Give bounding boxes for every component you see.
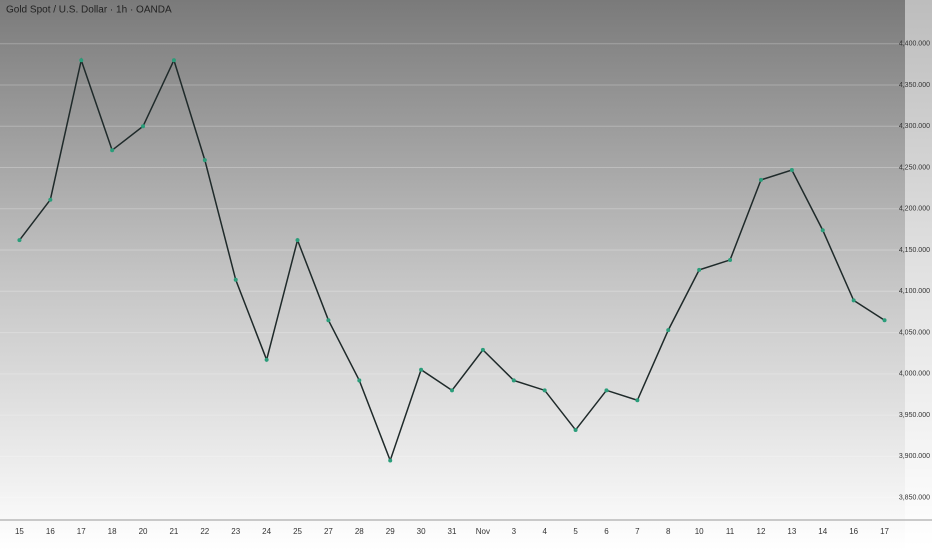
- price-point: [511, 378, 516, 383]
- y-tick-label: 4,400.000: [899, 41, 930, 48]
- x-tick-label: 7: [635, 527, 640, 536]
- price-point: [697, 267, 702, 272]
- x-tick-label: 15: [15, 527, 24, 536]
- x-tick-label: 16: [46, 527, 55, 536]
- price-point: [357, 378, 362, 383]
- y-tick-label: 4,300.000: [899, 123, 930, 130]
- x-tick-label: 6: [604, 527, 609, 536]
- price-point: [820, 228, 825, 233]
- x-tick-label: 23: [231, 527, 240, 536]
- x-tick-label: 22: [200, 527, 209, 536]
- price-axis: [905, 0, 932, 550]
- x-tick-label: Nov: [476, 527, 490, 536]
- price-point: [789, 168, 794, 172]
- x-tick-label: 18: [108, 527, 117, 536]
- price-point: [110, 148, 115, 153]
- x-tick-label: 29: [386, 527, 395, 536]
- price-point: [419, 367, 424, 372]
- x-tick-label: 5: [573, 527, 578, 536]
- price-point: [542, 388, 547, 393]
- price-point: [882, 318, 887, 323]
- x-tick-label: 31: [448, 527, 457, 536]
- x-tick-label: 24: [262, 527, 271, 536]
- y-tick-label: 4,250.000: [899, 164, 930, 171]
- price-point: [388, 458, 393, 463]
- x-tick-label: 27: [324, 527, 333, 536]
- y-tick-label: 3,900.000: [899, 453, 930, 460]
- price-point: [79, 58, 84, 63]
- x-tick-label: 21: [169, 527, 178, 536]
- x-tick-label: 12: [757, 527, 766, 536]
- price-point: [233, 277, 238, 282]
- x-tick-label: 20: [139, 527, 148, 536]
- price-point: [450, 388, 454, 393]
- price-point: [604, 388, 609, 393]
- x-tick-label: 28: [355, 527, 364, 536]
- price-point: [728, 257, 733, 262]
- y-tick-label: 3,850.000: [899, 494, 930, 501]
- chart-title: Gold Spot / U.S. Dollar · 1h · OANDA: [6, 5, 172, 16]
- x-tick-label: 16: [849, 527, 858, 536]
- price-point: [326, 318, 331, 323]
- x-tick-label: 30: [417, 527, 426, 536]
- y-tick-label: 4,050.000: [899, 329, 930, 336]
- price-point: [171, 58, 176, 63]
- x-tick-label: 13: [787, 527, 796, 536]
- y-tick-label: 4,100.000: [899, 288, 930, 295]
- y-tick-label: 4,150.000: [899, 247, 930, 254]
- y-tick-label: 4,200.000: [899, 206, 930, 213]
- price-point: [48, 197, 53, 202]
- price-point: [851, 298, 856, 303]
- price-point: [480, 347, 485, 352]
- x-tick-label: 17: [880, 527, 889, 536]
- price-point: [141, 124, 146, 129]
- y-tick-label: 4,000.000: [899, 371, 930, 378]
- y-tick-label: 4,350.000: [899, 82, 930, 89]
- price-point: [264, 357, 269, 362]
- x-tick-label: 3: [512, 527, 517, 536]
- price-point: [666, 328, 671, 333]
- x-tick-label: 14: [818, 527, 827, 536]
- price-point: [202, 158, 207, 163]
- x-tick-label: 17: [77, 527, 86, 536]
- price-point: [295, 238, 300, 243]
- y-tick-label: 3,950.000: [899, 412, 930, 419]
- price-point: [635, 398, 640, 403]
- x-tick-label: 4: [542, 527, 547, 536]
- x-tick-label: 10: [695, 527, 704, 536]
- x-tick-label: 8: [666, 527, 671, 536]
- price-point: [17, 238, 22, 243]
- price-point: [573, 427, 578, 432]
- x-tick-label: 11: [726, 527, 735, 536]
- price-point: [758, 177, 763, 182]
- x-tick-label: 25: [293, 527, 302, 536]
